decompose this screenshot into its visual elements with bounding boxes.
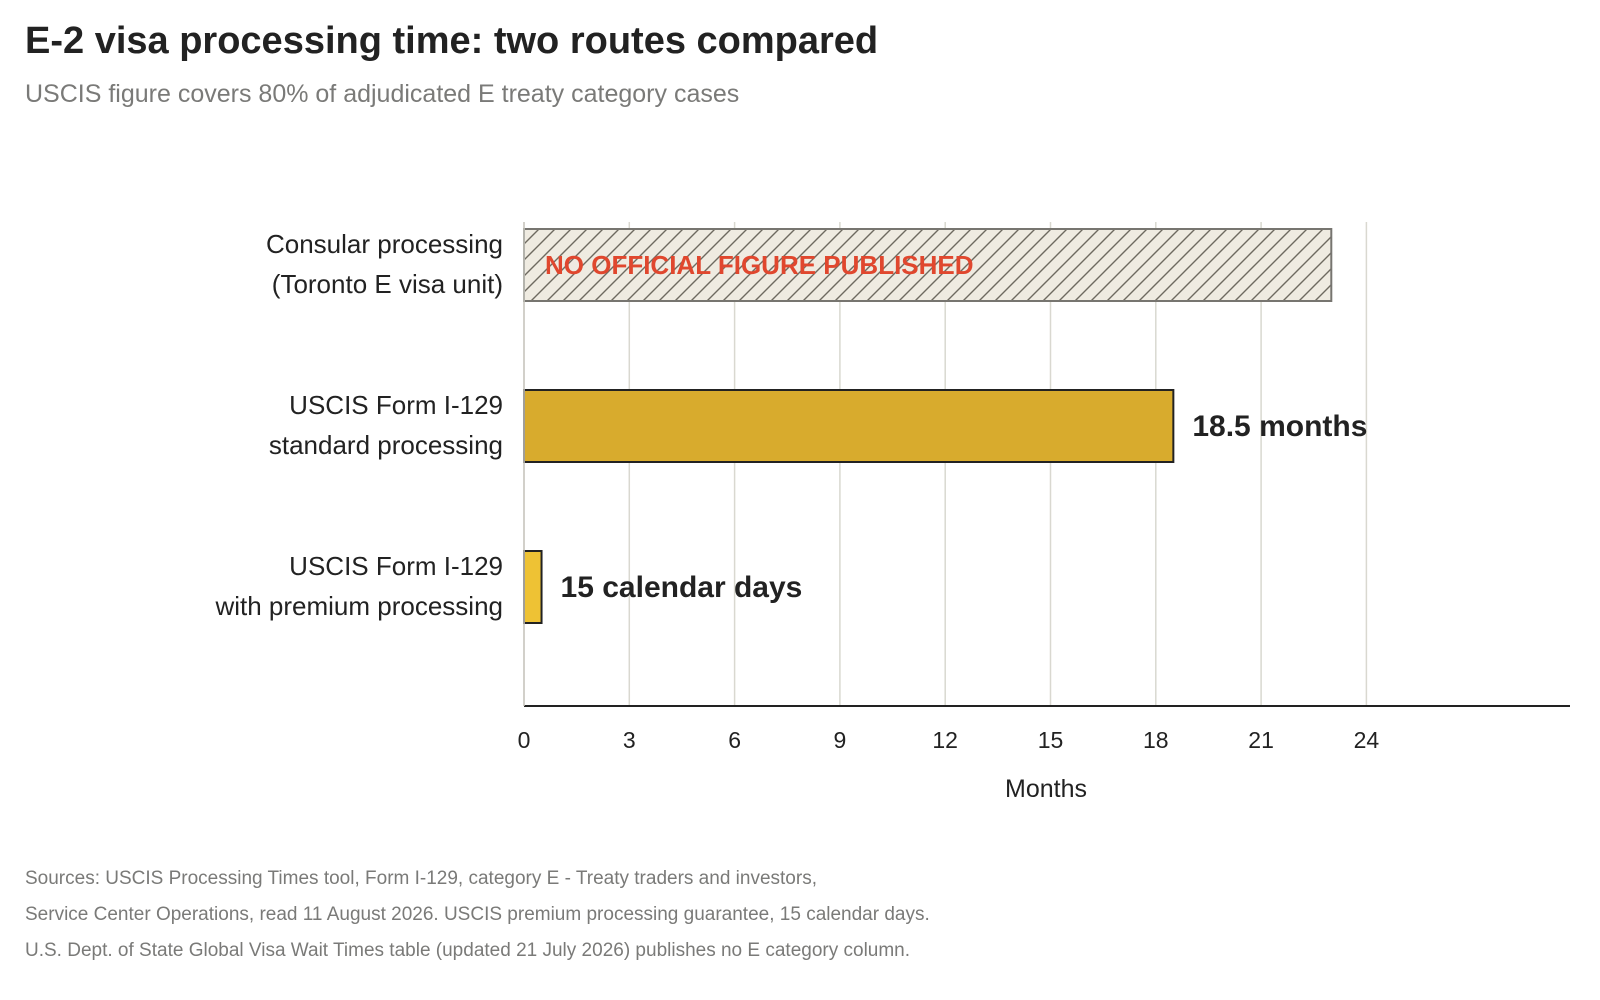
category-label-3-line-1: USCIS Form I-129 [289, 551, 503, 581]
x-tick-label-6: 6 [728, 727, 741, 753]
source-note-line-3: U.S. Dept. of State Global Visa Wait Tim… [25, 940, 911, 961]
category-label-1-line-2: (Toronto E visa unit) [272, 269, 503, 299]
x-tick-label-0: 0 [518, 727, 531, 753]
x-tick-label-21: 21 [1248, 727, 1274, 753]
x-tick-label-18: 18 [1143, 727, 1169, 753]
category-label-2-line-1: USCIS Form I-129 [289, 390, 503, 420]
x-tick-label-12: 12 [932, 727, 958, 753]
source-note-line-1: Sources: USCIS Processing Times tool, Fo… [25, 868, 817, 889]
category-label-3-line-2: with premium processing [214, 591, 503, 621]
x-tick-label-15: 15 [1038, 727, 1064, 753]
source-note-line-2: Service Center Operations, read 11 Augus… [25, 904, 930, 925]
bar-uscis-standard [523, 389, 1175, 463]
data-label-no-official-figure: NO OFFICIAL FIGURE PUBLISHED [545, 250, 974, 280]
x-axis-title: Months [1005, 775, 1087, 803]
x-tick-label-9: 9 [834, 727, 847, 753]
bar-uscis-premium [523, 550, 543, 624]
chart-title: E-2 visa processing time: two routes com… [25, 20, 879, 62]
category-label-2-line-2: standard processing [269, 430, 503, 460]
data-label-premium: 15 calendar days [561, 571, 803, 604]
data-label-standard: 18.5 months [1192, 410, 1367, 443]
x-tick-label-3: 3 [623, 727, 636, 753]
x-tick-label-24: 24 [1354, 727, 1380, 753]
chart-subtitle: USCIS figure covers 80% of adjudicated E… [25, 80, 740, 108]
category-label-1-line-1: Consular processing [266, 229, 503, 259]
